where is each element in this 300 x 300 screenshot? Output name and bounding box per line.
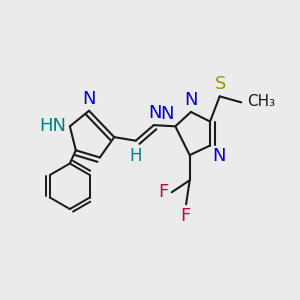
Text: S: S <box>215 75 226 93</box>
Text: N: N <box>82 90 96 108</box>
Text: F: F <box>181 207 191 225</box>
Text: N: N <box>184 91 198 109</box>
Text: N: N <box>148 104 162 122</box>
Text: HN: HN <box>39 117 66 135</box>
Text: N: N <box>160 105 174 123</box>
Text: N: N <box>212 147 226 165</box>
Text: H: H <box>129 147 142 165</box>
Text: CH₃: CH₃ <box>247 94 275 109</box>
Text: F: F <box>159 183 169 201</box>
